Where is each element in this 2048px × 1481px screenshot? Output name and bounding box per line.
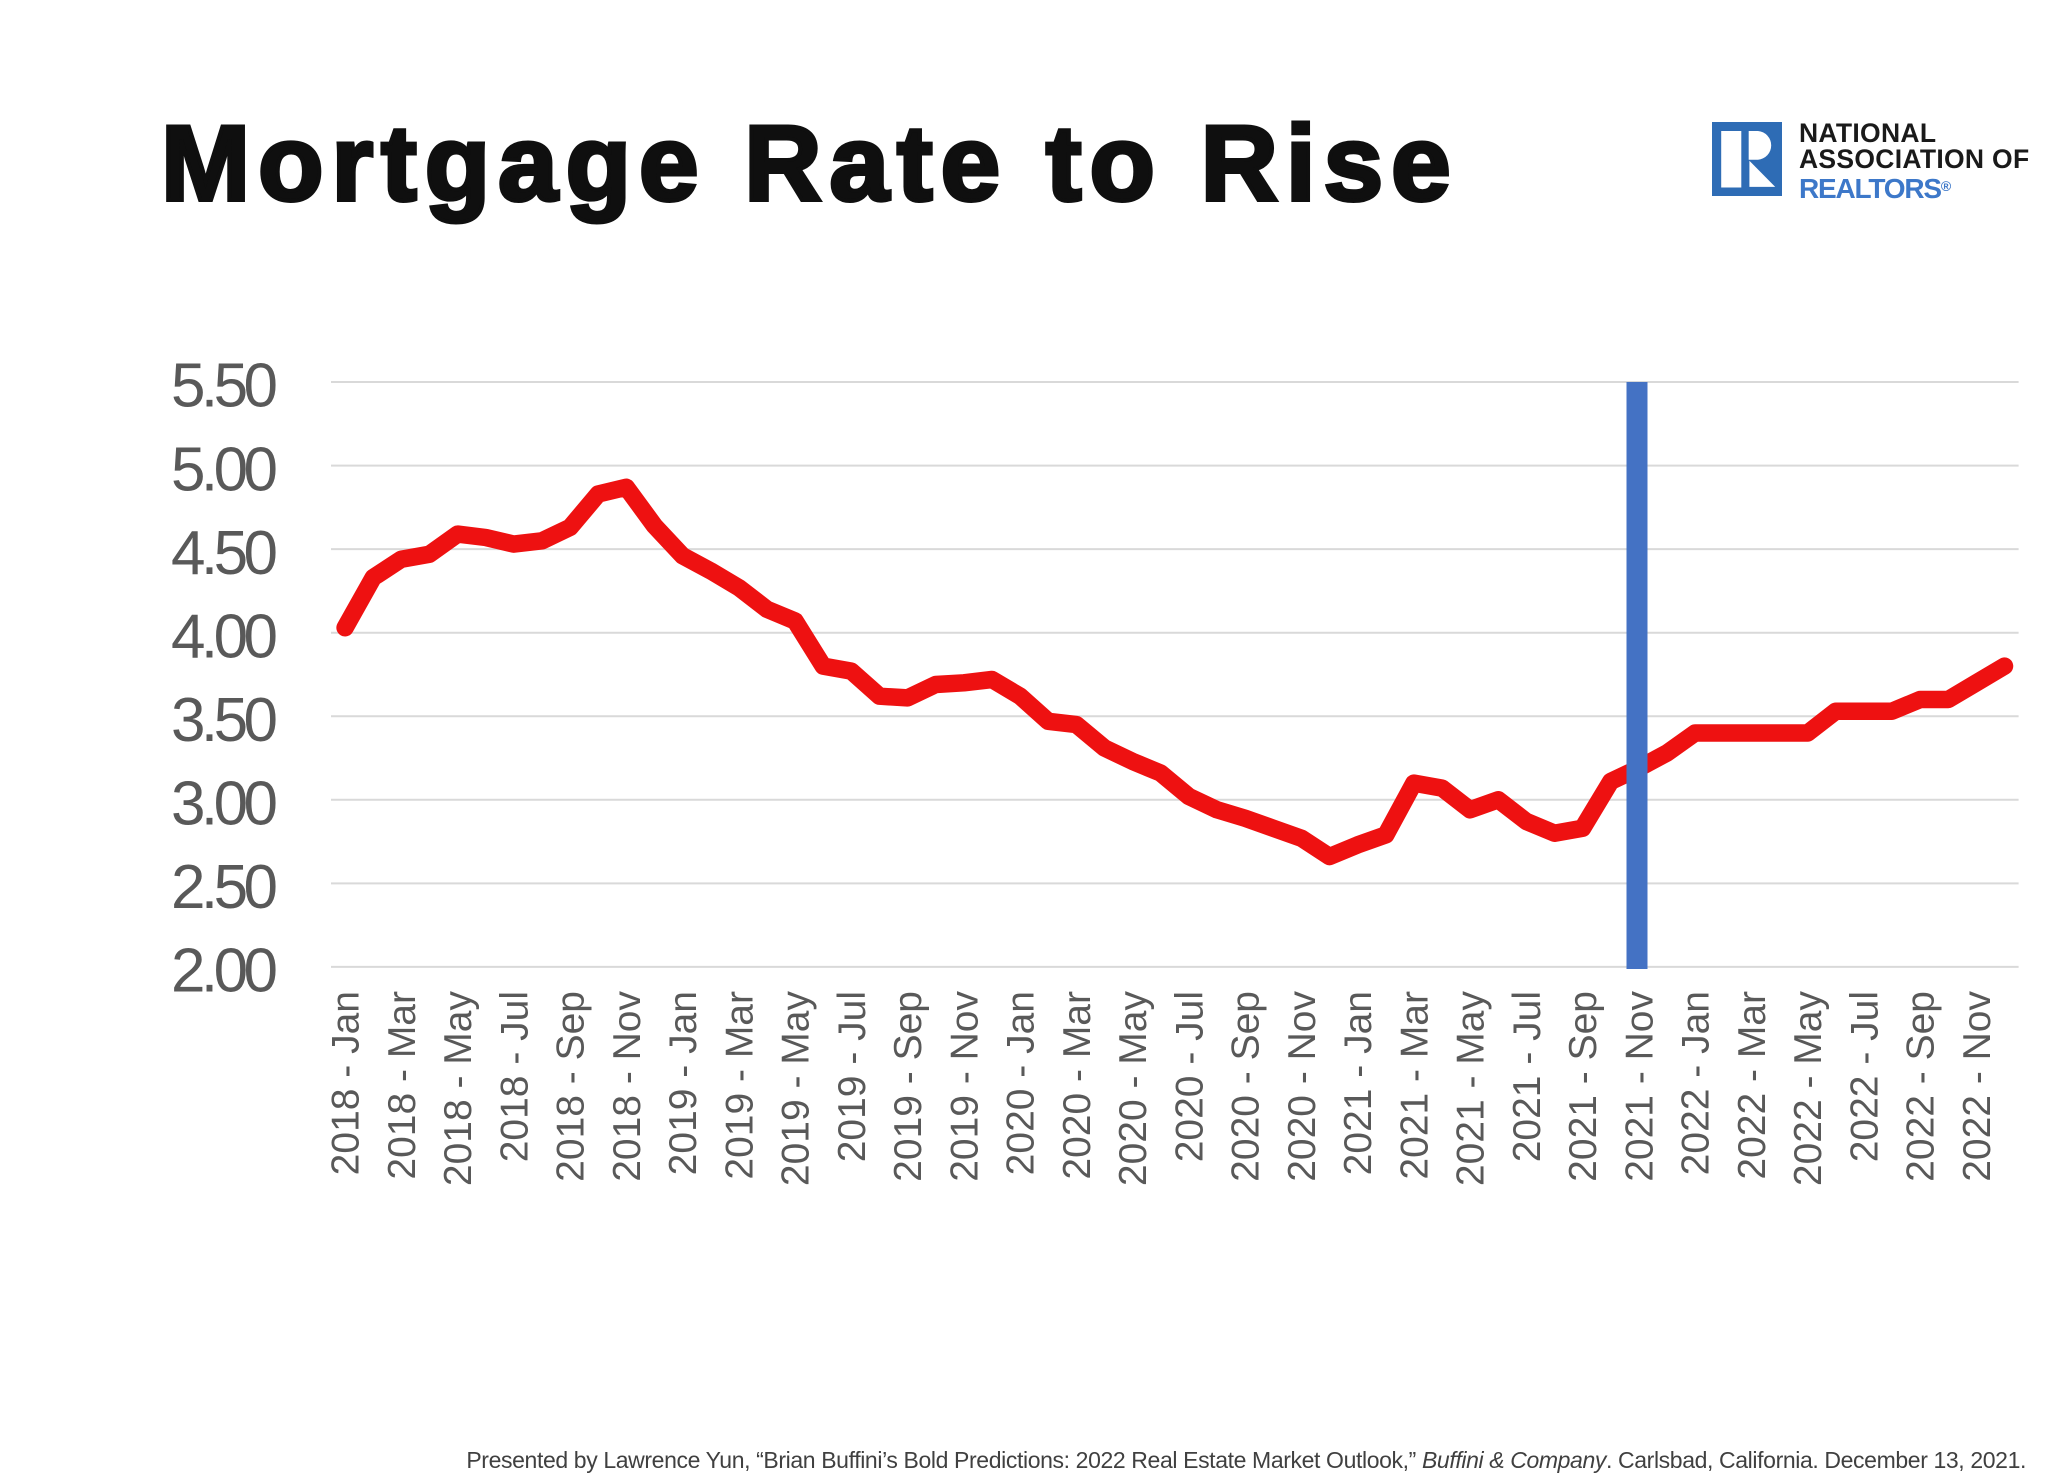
svg-text:2019 - Nov: 2019 - Nov [943, 991, 986, 1182]
svg-text:2019 - Mar: 2019 - Mar [718, 991, 761, 1180]
svg-text:3.50: 3.50 [171, 686, 278, 755]
svg-text:5.50: 5.50 [171, 352, 278, 421]
svg-text:2019 - May: 2019 - May [775, 991, 818, 1187]
svg-text:2019 - Jul: 2019 - Jul [831, 991, 874, 1162]
svg-text:2020 - Mar: 2020 - Mar [1056, 991, 1099, 1180]
svg-text:2018 - Jul: 2018 - Jul [493, 991, 536, 1162]
svg-text:2021 - Nov: 2021 - Nov [1618, 991, 1661, 1182]
svg-text:4.00: 4.00 [171, 602, 278, 671]
svg-text:2020 - Sep: 2020 - Sep [1225, 991, 1268, 1182]
svg-text:2021 - Jan: 2021 - Jan [1337, 991, 1380, 1175]
svg-text:2020 - May: 2020 - May [1112, 991, 1155, 1187]
svg-text:4.50: 4.50 [171, 519, 278, 588]
svg-text:2.50: 2.50 [171, 853, 278, 922]
svg-text:2018 - May: 2018 - May [437, 991, 480, 1187]
svg-text:2021 - Jul: 2021 - Jul [1506, 991, 1549, 1162]
svg-text:2022 - Nov: 2022 - Nov [1956, 991, 1999, 1182]
svg-text:2022 - May: 2022 - May [1787, 991, 1830, 1187]
svg-text:5.00: 5.00 [171, 435, 278, 504]
svg-text:3.00: 3.00 [171, 770, 278, 839]
svg-text:2019 - Jan: 2019 - Jan [662, 991, 705, 1175]
svg-text:2020 - Nov: 2020 - Nov [1281, 991, 1324, 1182]
svg-text:2021 - Sep: 2021 - Sep [1562, 991, 1605, 1182]
svg-text:2020 - Jan: 2020 - Jan [1000, 991, 1043, 1175]
svg-text:2022 - Jul: 2022 - Jul [1843, 991, 1886, 1162]
svg-text:2022 - Mar: 2022 - Mar [1731, 991, 1774, 1180]
svg-text:2022 - Jan: 2022 - Jan [1675, 991, 1718, 1175]
svg-text:2018 - Sep: 2018 - Sep [550, 991, 593, 1182]
svg-text:2.00: 2.00 [171, 937, 278, 1006]
svg-text:2018 - Nov: 2018 - Nov [606, 991, 649, 1182]
svg-text:2018 - Mar: 2018 - Mar [381, 991, 424, 1180]
svg-text:2019 - Sep: 2019 - Sep [887, 991, 930, 1182]
svg-text:2018 - Jan: 2018 - Jan [325, 991, 368, 1175]
svg-text:2021 - May: 2021 - May [1450, 991, 1493, 1187]
svg-text:2021 - Mar: 2021 - Mar [1393, 991, 1436, 1180]
svg-text:2022 - Sep: 2022 - Sep [1900, 991, 1943, 1182]
svg-text:2020 - Jul: 2020 - Jul [1168, 991, 1211, 1162]
